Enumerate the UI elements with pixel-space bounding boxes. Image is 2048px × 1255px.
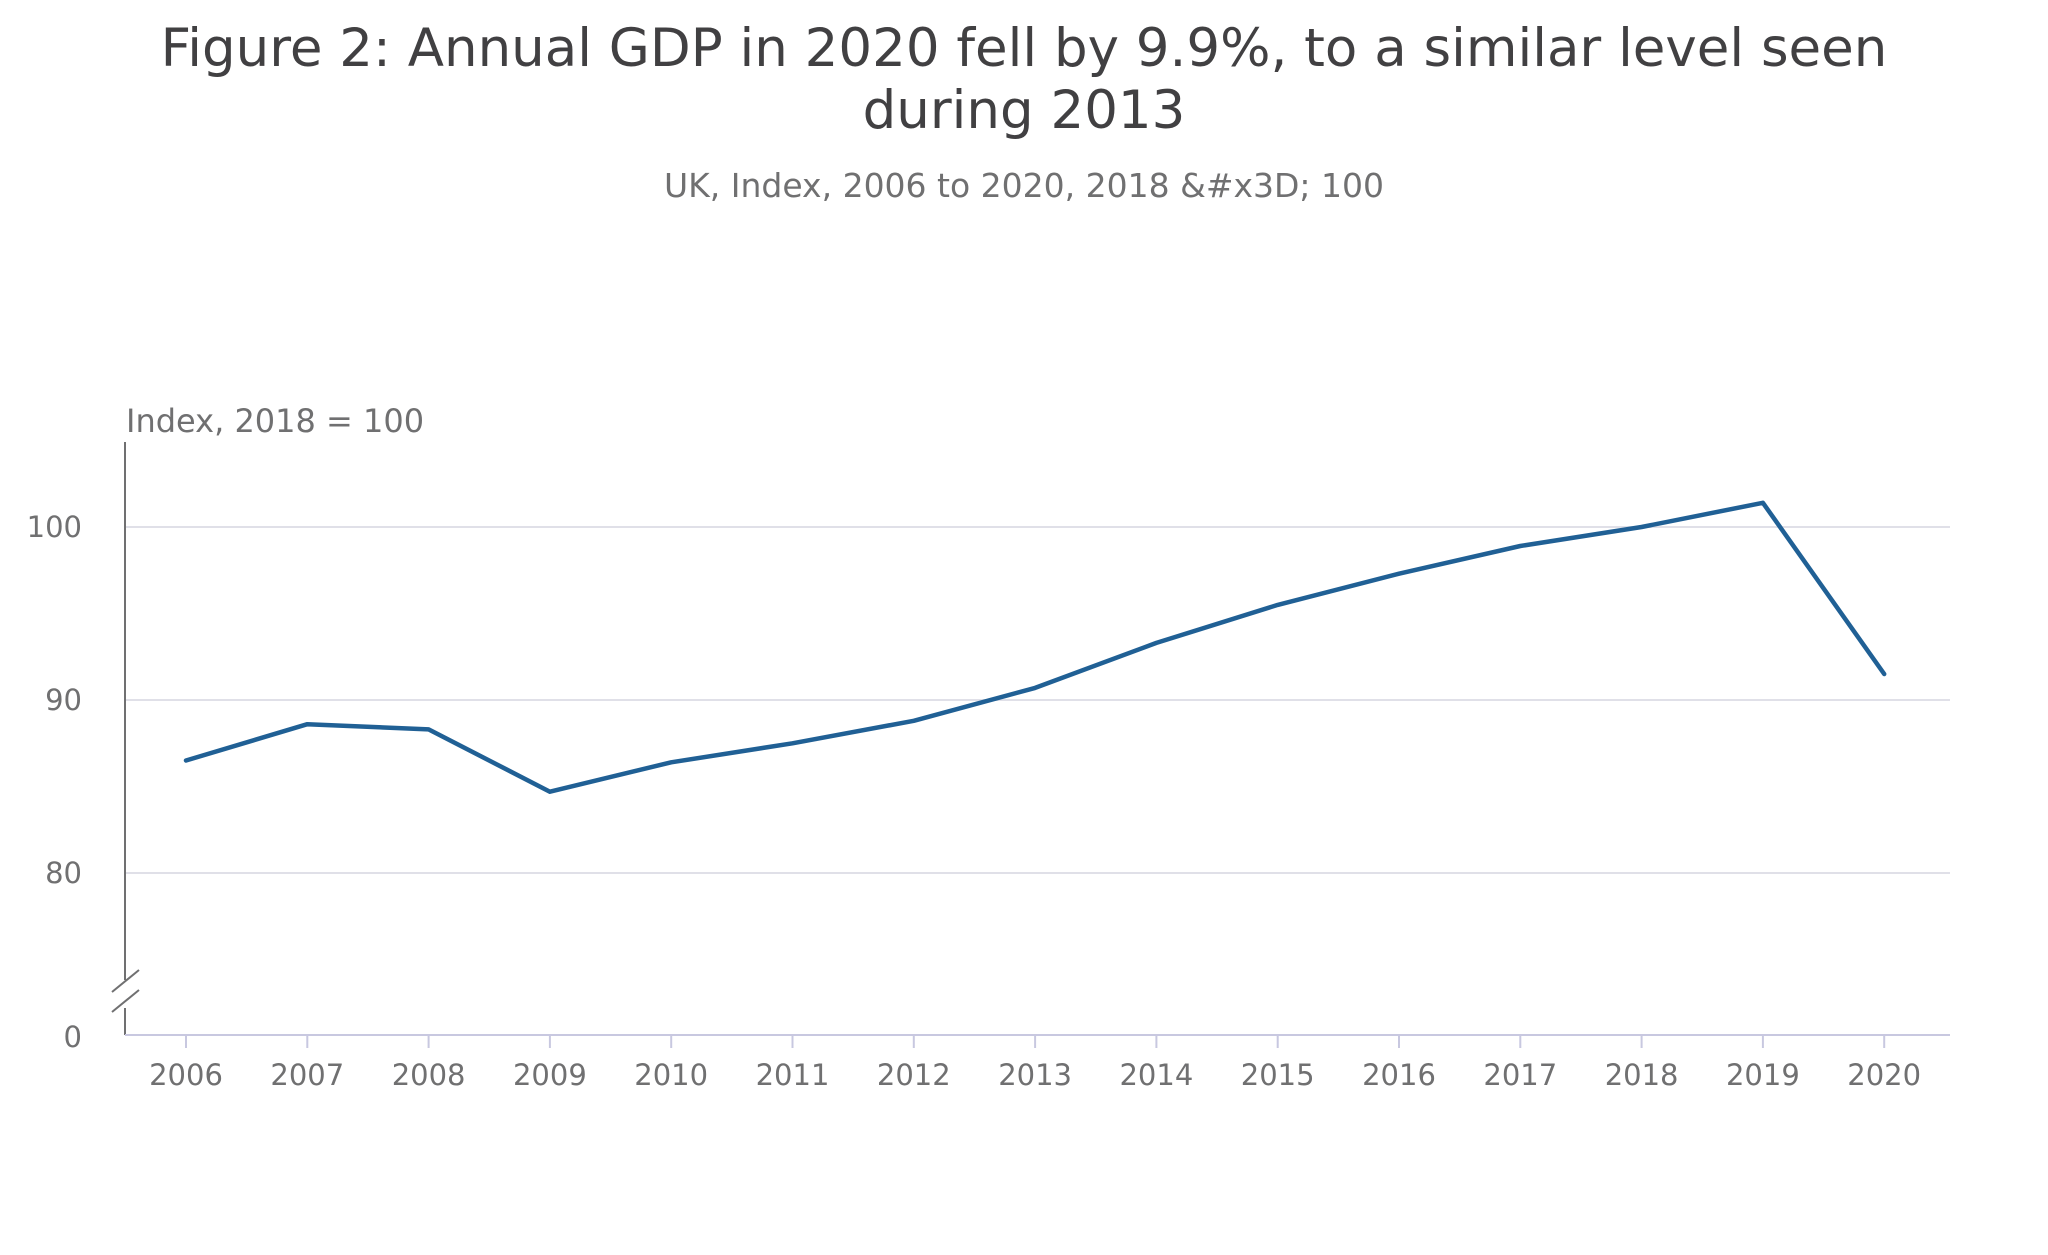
x-tick-label-2020: 2020 [1847, 1058, 1921, 1092]
x-tick-label-2016: 2016 [1362, 1058, 1436, 1092]
axis-break-mark [111, 969, 140, 993]
x-tick-label-2009: 2009 [513, 1058, 587, 1092]
x-tick-label-2019: 2019 [1726, 1058, 1800, 1092]
x-tick-label-2011: 2011 [756, 1058, 830, 1092]
chart-title: Figure 2: Annual GDP in 2020 fell by 9.9… [160, 18, 1888, 141]
x-tick-label-2013: 2013 [998, 1058, 1072, 1092]
series-line-0 [183, 500, 1887, 794]
x-tick-label-2017: 2017 [1483, 1058, 1557, 1092]
y-tick-label-90: 90 [45, 683, 82, 717]
y-tick-label-0: 0 [64, 1020, 82, 1054]
x-tick-label-2015: 2015 [1241, 1058, 1315, 1092]
x-tick-label-2010: 2010 [634, 1058, 708, 1092]
y-tick-label-80: 80 [45, 856, 82, 890]
x-tick-label-2014: 2014 [1119, 1058, 1193, 1092]
tick-labels: 0 80 90 100 2006 2007 2008 2009 2010 2011 2012 2013… [27, 510, 1921, 1092]
axes [111, 442, 1950, 1048]
y-axis-title: Index, 2018 = 100 [126, 402, 424, 440]
gridlines [125, 526, 1950, 874]
x-tick-label-2008: 2008 [392, 1058, 466, 1092]
x-tick-label-2006: 2006 [149, 1058, 223, 1092]
x-tick-label-2012: 2012 [877, 1058, 951, 1092]
axis-break-mark [111, 989, 140, 1013]
y-tick-label-100: 100 [27, 510, 82, 544]
x-tick-label-2018: 2018 [1605, 1058, 1679, 1092]
series-layer [183, 500, 1887, 794]
chart-subtitle: UK, Index, 2006 to 2020, 2018 &#x3D; 100 [663, 166, 1385, 205]
x-tick-label-2007: 2007 [270, 1058, 344, 1092]
